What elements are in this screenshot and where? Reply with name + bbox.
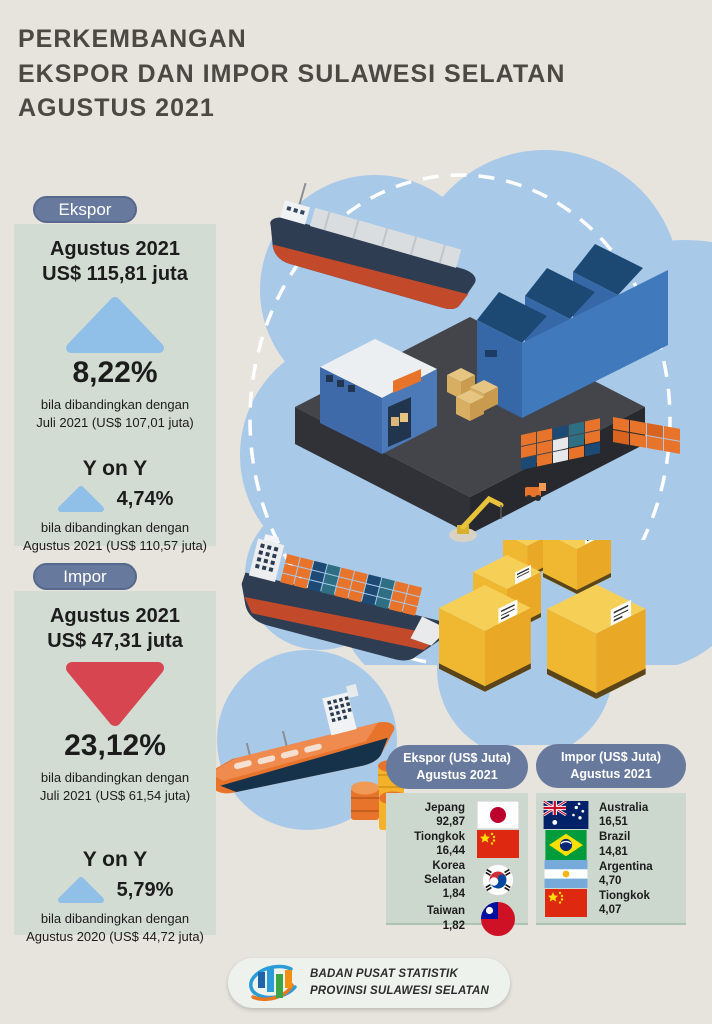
impor-table-header: Impor (US$ Juta) Agustus 2021 — [536, 744, 686, 788]
country-label: Tiongkok — [599, 889, 650, 902]
ekspor-period: Agustus 2021 — [49, 238, 181, 260]
impor-period: Agustus 2021 — [49, 605, 181, 627]
footer-org-line1: BADAN PUSAT STATISTIK — [310, 968, 458, 981]
warehouse-building — [477, 244, 668, 418]
impor-panel: Agustus 2021 US$ 47,31 juta 23,12% bila … — [14, 591, 216, 944]
title-line-1: PERKEMBANGAN — [18, 25, 247, 53]
orange-containers-icon — [613, 417, 680, 454]
small-up-arrow-icon — [57, 877, 104, 904]
cargo-ship-icon — [270, 182, 476, 310]
ekspor-mom-note: bila dibandingkan dengan Juli 2021 (US$ … — [36, 397, 194, 430]
footer-bar: BADAN PUSAT STATISTIK PROVINSI SULAWESI … — [228, 958, 510, 1008]
country-value: 16,44 — [436, 845, 465, 858]
ekspor-table: Jepang 92,87 Tiongkok 16,44 Korea Selata… — [386, 793, 528, 936]
title-line-3: AGUSTUS 2021 — [18, 94, 215, 122]
impor-table-subtitle: Agustus 2021 — [570, 767, 652, 781]
country-value: 1,82 — [442, 919, 465, 932]
container-ship-icon — [241, 534, 450, 661]
ekspor-table-subtitle: Agustus 2021 — [416, 768, 498, 782]
dashed-route-circle — [248, 173, 672, 665]
impor-mom-pct: 23,12% — [64, 729, 166, 762]
table-row: Korea Selatan 1,84 — [392, 859, 522, 902]
oil-cargo-ship-icon — [203, 683, 395, 794]
table-row: Jepang 92,87 — [392, 801, 522, 830]
impor-yoy-row: 5,79% — [14, 876, 216, 904]
parcel-box-icon — [439, 585, 531, 692]
impor-mom-note: bila dibandingkan dengan Juli 2021 (US$ … — [39, 770, 191, 803]
south-korea-flag-icon — [482, 864, 514, 897]
down-arrow-icon — [66, 662, 164, 726]
table-row: Brazil 14,81 — [542, 829, 680, 860]
brazil-flag-icon — [545, 829, 587, 860]
footer-org-text: BADAN PUSAT STATISTIK PROVINSI SULAWESI … — [310, 966, 489, 999]
country-label: Korea Selatan — [424, 859, 465, 886]
ekspor-badge-label: Ekspor — [58, 199, 112, 219]
ekspor-yoy-note: bila dibandingkan dengan Agustus 2021 (U… — [22, 520, 208, 553]
impor-table-title: Impor (US$ Juta) — [560, 750, 661, 765]
country-value: 16,51 — [599, 816, 628, 829]
bps-logo — [249, 964, 297, 1002]
table-row: Taiwan 1,82 — [392, 901, 522, 936]
country-label: Taiwan — [426, 905, 465, 918]
ekspor-yoy-pct: 4,74% — [116, 487, 174, 510]
ekspor-value: US$ 115,81 juta — [42, 263, 188, 285]
argentina-flag-icon — [544, 860, 588, 889]
crane-icon — [449, 495, 504, 542]
japan-flag-icon — [477, 801, 519, 830]
impor-yoy-pct: 5,79% — [116, 878, 174, 901]
ekspor-yoy-row: 4,74% — [14, 485, 216, 513]
table-row: Tiongkok 4,07 — [542, 888, 680, 918]
ekspor-mom-pct: 8,22% — [72, 356, 158, 389]
forklift-icon — [525, 483, 546, 501]
parcel-box-icon — [547, 584, 646, 699]
title-line-2: EKSPOR DAN IMPOR SULAWESI SELATAN — [18, 59, 566, 88]
impor-yoy-note: bila dibandingkan dengan Agustus 2020 (U… — [26, 911, 204, 944]
country-value: 92,87 — [436, 816, 465, 829]
container-stack-icon — [521, 418, 600, 470]
taiwan-flag-icon — [481, 901, 515, 936]
country-label: Brazil — [599, 831, 631, 844]
ekspor-yoy-label: Y on Y — [82, 457, 148, 481]
impor-badge: Impor — [33, 563, 137, 590]
country-label: Tiongkok — [414, 830, 465, 843]
country-value: 1,84 — [442, 888, 465, 901]
country-value: 14,81 — [599, 845, 628, 858]
table-row: Australia 16,51 — [542, 801, 680, 830]
parcel-box-icon — [543, 540, 611, 594]
impor-value: US$ 47,31 juta — [47, 630, 183, 652]
page-title: PERKEMBANGAN EKSPOR DAN IMPOR SULAWESI S… — [18, 22, 565, 126]
footer-org-line2: PROVINSI SULAWESI SELATAN — [310, 985, 490, 997]
country-label: Australia — [599, 802, 649, 814]
impor-badge-label: Impor — [63, 566, 107, 586]
up-arrow-icon — [66, 297, 164, 353]
country-value: 4,07 — [599, 903, 622, 916]
small-warehouse — [320, 339, 437, 454]
ekspor-panel: Agustus 2021 US$ 115,81 juta 8,22% bila … — [14, 224, 216, 553]
impor-table: Australia 16,51 Brazil 14,81 Argentina 4… — [536, 793, 686, 925]
china-flag-icon — [477, 830, 519, 859]
country-label: Jepang — [424, 802, 465, 814]
crates-icon — [447, 368, 498, 421]
parcel-boxes-illustration — [437, 540, 680, 745]
australia-flag-icon — [543, 801, 589, 830]
china-flag-icon — [545, 888, 587, 917]
ekspor-table-title: Ekspor (US$ Juta) — [403, 751, 511, 766]
small-up-arrow-icon — [57, 486, 104, 513]
country-label: Argentina — [599, 860, 653, 873]
ekspor-table-header: Ekspor (US$ Juta) Agustus 2021 — [386, 745, 528, 789]
table-row: Tiongkok 16,44 — [392, 830, 522, 859]
impor-yoy-label: Y on Y — [82, 848, 148, 872]
country-value: 4,70 — [599, 875, 622, 888]
table-row: Argentina 4,70 — [542, 860, 680, 889]
ekspor-badge: Ekspor — [33, 196, 137, 223]
